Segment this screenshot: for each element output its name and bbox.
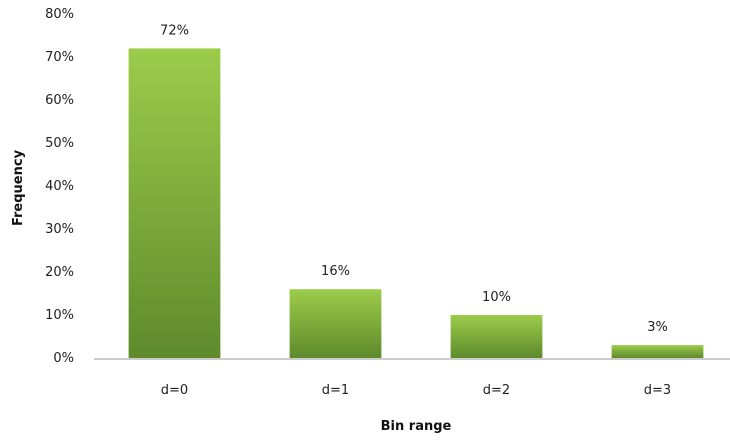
x-tick-label: d=2 bbox=[483, 383, 510, 398]
data-label: 3% bbox=[647, 320, 668, 335]
y-tick-label: 10% bbox=[45, 308, 74, 323]
y-tick-label: 60% bbox=[45, 93, 74, 108]
x-axis-ticks: d=0 d=1 d=2 d=3 bbox=[161, 383, 671, 398]
bar-d1 bbox=[289, 289, 382, 358]
y-tick-label: 20% bbox=[45, 265, 74, 280]
y-tick-label: 50% bbox=[45, 136, 74, 151]
y-axis-title: Frequency bbox=[11, 149, 26, 226]
y-tick-label: 40% bbox=[45, 179, 74, 194]
bar-d2 bbox=[450, 315, 543, 358]
x-tick-label: d=3 bbox=[644, 383, 671, 398]
y-tick-label: 0% bbox=[53, 351, 74, 366]
y-tick-label: 80% bbox=[45, 7, 74, 22]
bars bbox=[128, 48, 704, 359]
data-labels: 72% 16% 10% 3% bbox=[160, 23, 668, 335]
x-tick-label: d=1 bbox=[322, 383, 349, 398]
data-label: 16% bbox=[321, 264, 350, 279]
data-label: 72% bbox=[160, 23, 189, 38]
y-tick-label: 70% bbox=[45, 50, 74, 65]
x-tick-label: d=0 bbox=[161, 383, 188, 398]
y-axis-ticks: 0% 10% 20% 30% 40% 50% 60% 70% 80% bbox=[45, 7, 74, 366]
data-label: 10% bbox=[482, 290, 511, 305]
x-axis-title: Bin range bbox=[381, 419, 452, 434]
bar-d0 bbox=[128, 48, 221, 359]
y-tick-label: 30% bbox=[45, 222, 74, 237]
bar-d3 bbox=[611, 345, 704, 358]
